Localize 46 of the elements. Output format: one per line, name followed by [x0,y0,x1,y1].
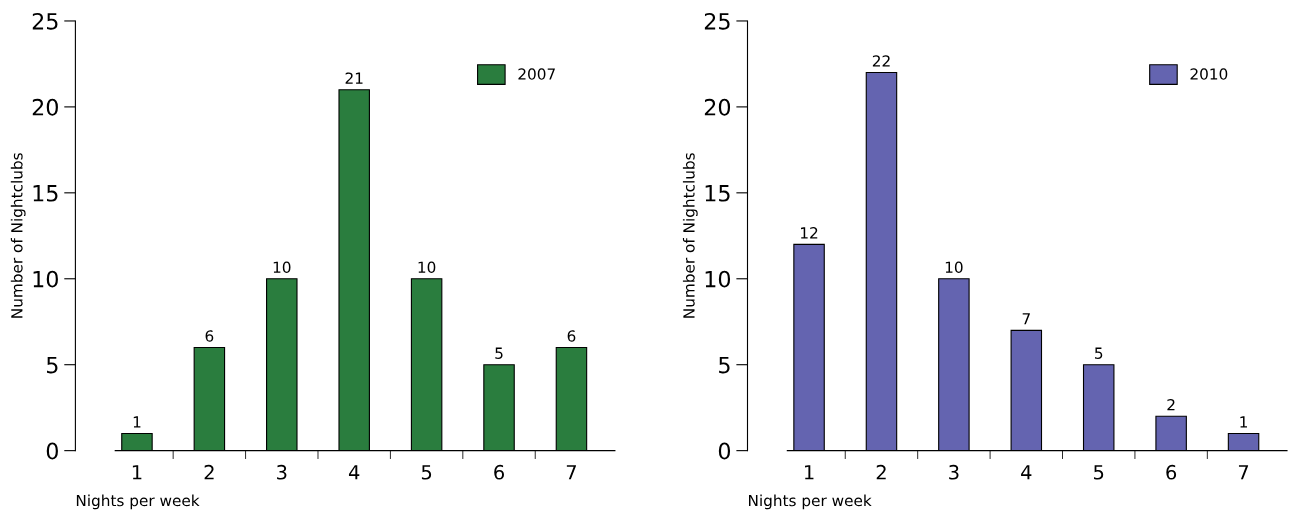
legend-label: 2010 [1190,68,1228,80]
x-tick-label: 5 [421,465,432,480]
data-label: 5 [495,347,503,359]
data-label: 10 [418,261,436,274]
x-tick-label: 2 [876,464,886,480]
data-label: 10 [945,261,963,274]
x-tick-label: 6 [494,464,504,480]
y-tick-label: 10 [705,270,731,288]
y-tick-label: 15 [705,185,730,202]
y-tick-label: 5 [47,356,58,374]
data-label: 2 [1167,398,1175,411]
data-label: 6 [205,330,214,342]
data-label: 12 [801,227,818,239]
x-tick-label: 1 [132,465,142,480]
data-label: 22 [872,55,890,67]
data-label: 21 [345,72,363,84]
y-tick-label: 0 [718,442,731,460]
y-axis-title: Number of Nightclubs [682,153,698,318]
y-tick-label: 20 [32,98,58,116]
data-label: 6 [567,330,576,342]
data-label: 1 [133,416,141,428]
x-tick-label: 6 [1166,464,1177,480]
y-tick-label: 5 [719,356,730,374]
y-tick-label: 20 [704,98,731,116]
x-tick-label: 2 [204,464,214,480]
y-tick-label: 0 [46,442,58,460]
x-tick-label: 7 [1238,465,1249,480]
data-label: 1 [1240,416,1247,428]
x-tick-label: 1 [805,465,814,480]
data-label: 5 [1095,347,1103,359]
x-axis-title: Nights per week [749,494,872,510]
y-tick-label: 10 [33,270,58,288]
x-tick-label: 4 [1021,465,1032,480]
x-tick-label: 3 [277,464,287,480]
y-tick-label: 25 [32,12,58,30]
x-tick-label: 4 [348,465,360,480]
y-tick-label: 15 [33,185,58,202]
x-tick-label: 7 [566,465,576,480]
y-axis-title: Number of Nightclubs [10,153,26,318]
x-tick-label: 5 [1094,465,1104,480]
x-tick-label: 3 [949,464,959,480]
data-label: 10 [273,261,291,274]
y-tick-label: 25 [704,12,730,30]
data-label: 7 [1022,313,1030,325]
x-axis-title: Nights per week [76,494,200,510]
legend-label: 2007 [518,68,555,80]
